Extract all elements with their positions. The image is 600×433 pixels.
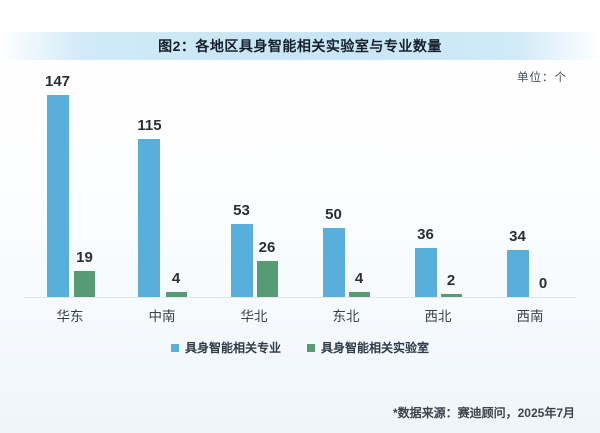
primary-bar-column: 147 bbox=[45, 74, 70, 297]
legend-item: 具身智能相关专业 bbox=[170, 339, 281, 356]
bar-value-label: 53 bbox=[233, 202, 250, 220]
x-axis-label: 西南 bbox=[516, 309, 544, 324]
legend-label: 具身智能相关实验室 bbox=[321, 341, 430, 355]
primary-bar bbox=[230, 224, 253, 297]
data-source-note: *数据来源：赛迪顾问，2025年7月 bbox=[392, 406, 575, 420]
secondary-bar bbox=[348, 291, 370, 297]
bar-value-label: 147 bbox=[44, 73, 71, 90]
bar-group: 36 2 bbox=[392, 227, 484, 297]
chart-title: 图2：各地区具身智能相关实验室与专业数量 bbox=[158, 38, 442, 54]
x-axis-label: 东北 bbox=[332, 309, 360, 324]
secondary-bar bbox=[440, 294, 462, 297]
legend-swatch-icon bbox=[170, 343, 179, 352]
bar-group: 147 19 bbox=[24, 74, 116, 297]
secondary-bar bbox=[74, 270, 96, 297]
bar-value-label: 36 bbox=[417, 225, 434, 243]
primary-bar bbox=[506, 250, 529, 297]
bar-value-label: 4 bbox=[171, 269, 181, 287]
secondary-bar-column: 0 bbox=[533, 276, 554, 297]
bar-group: 34 0 bbox=[484, 229, 576, 297]
secondary-bar-column: 2 bbox=[440, 272, 462, 297]
x-axis-label: 华东 bbox=[56, 309, 84, 324]
primary-bar-column: 50 bbox=[322, 206, 345, 297]
bar-value-label: 0 bbox=[538, 275, 548, 292]
x-axis-labels: 华东 中南 华北 东北 西北 西南 bbox=[24, 305, 576, 325]
primary-bar-column: 115 bbox=[137, 116, 162, 297]
primary-bar-column: 53 bbox=[230, 202, 253, 297]
secondary-bar-column: 4 bbox=[165, 269, 187, 297]
secondary-bar bbox=[165, 291, 187, 297]
bar-value-label: 115 bbox=[137, 116, 162, 134]
secondary-bar-column: 4 bbox=[348, 269, 370, 297]
bar-group: 115 4 bbox=[116, 118, 208, 297]
primary-bar bbox=[138, 138, 161, 297]
bar-chart-plot-area: 147 19 115 4 53 26 50 4 36 2 34 0 bbox=[24, 0, 576, 297]
x-axis-label: 中南 bbox=[148, 309, 176, 324]
x-axis-line bbox=[24, 297, 576, 298]
x-axis-label: 华北 bbox=[240, 309, 268, 324]
chart-title-banner: 图2：各地区具身智能相关实验室与专业数量 bbox=[0, 32, 600, 60]
bar-group: 50 4 bbox=[300, 207, 392, 297]
legend-swatch-icon bbox=[307, 343, 315, 352]
secondary-bar-column: 26 bbox=[256, 239, 278, 297]
unit-label: 单位：个 bbox=[517, 72, 567, 84]
primary-bar-column: 36 bbox=[414, 225, 437, 297]
bar-value-label: 19 bbox=[76, 248, 93, 266]
primary-bar-column: 34 bbox=[506, 228, 529, 297]
legend-label: 具身智能相关专业 bbox=[184, 341, 281, 355]
primary-bar bbox=[46, 95, 69, 297]
bar-value-label: 2 bbox=[446, 272, 456, 290]
bar-group: 53 26 bbox=[208, 203, 300, 297]
x-axis-label: 西北 bbox=[424, 309, 452, 324]
secondary-bar-column: 19 bbox=[74, 248, 96, 297]
legend-item: 具身智能相关实验室 bbox=[307, 339, 429, 356]
primary-bar bbox=[322, 228, 345, 297]
bar-value-label: 50 bbox=[325, 206, 342, 224]
secondary-bar bbox=[256, 261, 278, 297]
primary-bar bbox=[414, 247, 437, 297]
bar-value-label: 26 bbox=[258, 239, 276, 257]
chart-legend: 具身智能相关专业 具身智能相关实验室 bbox=[0, 339, 600, 356]
bar-value-label: 4 bbox=[354, 269, 364, 287]
bar-value-label: 34 bbox=[509, 228, 526, 246]
